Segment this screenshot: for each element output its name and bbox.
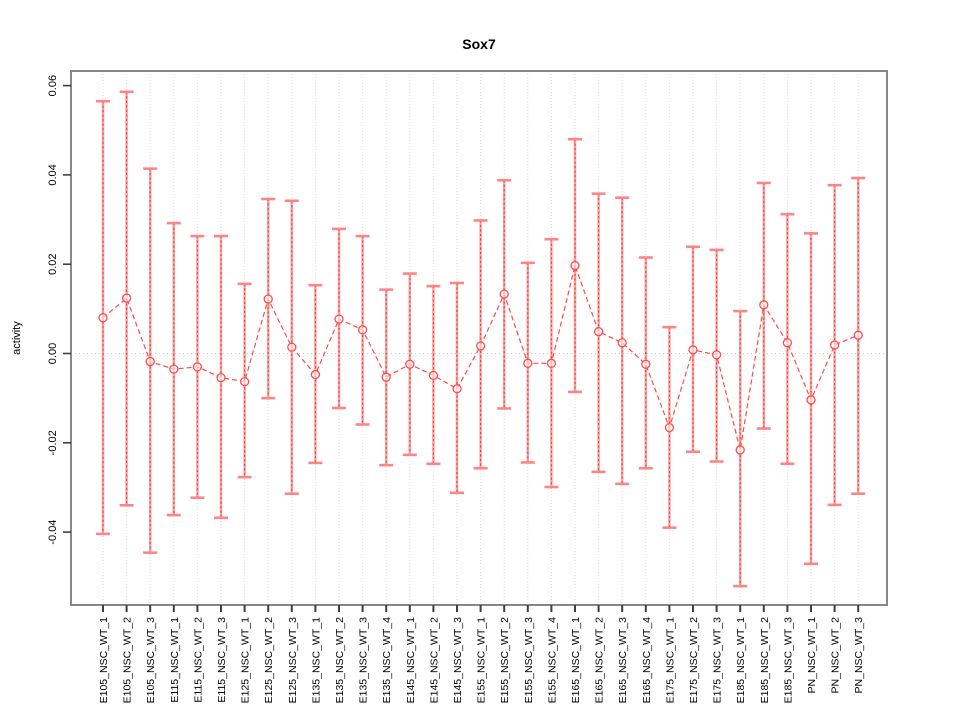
data-point-marker <box>711 350 722 360</box>
data-point-markers <box>98 260 863 455</box>
data-point-marker <box>499 289 509 299</box>
data-point-marker <box>121 293 132 303</box>
y-axis-ticks <box>63 84 71 533</box>
x-tick-label: E155_NSC_WT_4 <box>546 617 558 704</box>
x-tick-label: E115_NSC_WT_3 <box>216 617 228 703</box>
x-tick-label: E175_NSC_WT_2 <box>688 617 700 704</box>
data-point-marker <box>357 325 368 335</box>
data-point-marker <box>523 358 533 368</box>
data-point-marker <box>145 356 155 367</box>
x-tick-label: E165_NSC_WT_2 <box>594 617 606 704</box>
x-tick-label: E175_NSC_WT_1 <box>664 617 676 704</box>
x-tick-label: E145_NSC_WT_3 <box>452 617 464 704</box>
x-tick-label: PN_NSC_WT_3 <box>853 617 865 694</box>
x-tick-label: E125_NSC_WT_1 <box>240 617 252 704</box>
x-tick-label: E105_NSC_WT_2 <box>122 617 134 704</box>
x-tick-label: PN_NSC_WT_2 <box>830 617 842 694</box>
y-tick-label: -0.02 <box>47 430 59 455</box>
data-point-marker <box>334 314 344 324</box>
data-point-marker <box>593 326 604 337</box>
x-tick-label: E125_NSC_WT_3 <box>287 617 299 704</box>
data-point-marker <box>759 300 769 310</box>
x-tick-label: E155_NSC_WT_2 <box>499 617 511 704</box>
data-point-marker <box>381 372 391 382</box>
y-tick-label: 0.02 <box>47 253 59 274</box>
x-tick-label: E175_NSC_WT_3 <box>712 617 724 704</box>
data-point-marker <box>287 342 297 352</box>
data-point-marker <box>853 330 863 340</box>
data-point-marker <box>641 359 651 369</box>
data-point-marker <box>475 341 486 351</box>
data-point-marker <box>98 313 108 323</box>
y-axis-label: activity <box>11 321 23 355</box>
data-point-marker <box>192 362 203 372</box>
data-point-marker <box>570 260 580 271</box>
data-point-marker <box>735 445 745 455</box>
x-tick-label: PN_NSC_WT_1 <box>806 617 818 694</box>
data-point-marker <box>806 395 816 405</box>
x-tick-label: E165_NSC_WT_4 <box>641 617 653 704</box>
data-point-marker <box>239 376 250 387</box>
x-tick-label: E135_NSC_WT_4 <box>381 617 393 704</box>
y-tick-label: -0.04 <box>47 520 59 545</box>
x-tick-label: E115_NSC_WT_1 <box>169 617 181 703</box>
x-tick-label: E185_NSC_WT_3 <box>782 617 794 704</box>
x-tick-labels: E105_NSC_WT_1 E105_NSC_WT_2 E105_NSC_WT_3 E… <box>98 617 865 704</box>
data-point-marker <box>664 422 675 433</box>
y-tick-label: 0.04 <box>47 164 59 185</box>
plot-border <box>70 70 888 606</box>
x-axis-ticks <box>102 605 860 612</box>
data-point-marker <box>782 338 793 348</box>
data-point-marker <box>263 294 273 304</box>
x-tick-label: E145_NSC_WT_2 <box>428 617 440 704</box>
data-point-marker <box>546 358 557 368</box>
data-point-marker <box>829 340 840 350</box>
x-tick-label: E165_NSC_WT_3 <box>617 617 629 704</box>
x-tick-label: E135_NSC_WT_2 <box>334 617 346 704</box>
plot-box <box>70 70 888 606</box>
data-point-marker <box>216 372 226 383</box>
error-bars <box>96 90 866 588</box>
x-tick-label: E125_NSC_WT_2 <box>263 617 275 704</box>
data-point-marker <box>169 364 179 374</box>
data-point-marker <box>452 384 462 394</box>
x-tick-label: E185_NSC_WT_1 <box>735 617 747 704</box>
x-tick-label: E145_NSC_WT_1 <box>405 617 417 704</box>
x-tick-label: E105_NSC_WT_3 <box>145 617 157 704</box>
data-point-marker <box>310 369 321 380</box>
x-tick-label: E185_NSC_WT_2 <box>759 617 771 704</box>
y-tick-label: 0.00 <box>47 343 59 364</box>
x-tick-label: E165_NSC_WT_1 <box>570 617 582 704</box>
y-tick-label: 0.06 <box>47 75 59 96</box>
data-point-marker <box>688 345 698 355</box>
x-tick-label: E155_NSC_WT_3 <box>523 617 535 704</box>
chart-title: Sox7 <box>462 36 496 52</box>
x-tick-label: E115_NSC_WT_2 <box>192 617 204 703</box>
data-point-marker <box>405 359 415 369</box>
x-tick-label: E135_NSC_WT_1 <box>310 617 322 704</box>
x-tick-label: E105_NSC_WT_1 <box>98 617 110 704</box>
y-tick-labels: -0.04 -0.02 0.00 0.02 0.04 0.06 <box>47 75 59 545</box>
x-tick-label: E135_NSC_WT_3 <box>358 617 370 704</box>
x-tick-label: E155_NSC_WT_1 <box>476 617 488 704</box>
data-point-marker <box>428 370 439 381</box>
data-point-marker <box>617 338 627 348</box>
